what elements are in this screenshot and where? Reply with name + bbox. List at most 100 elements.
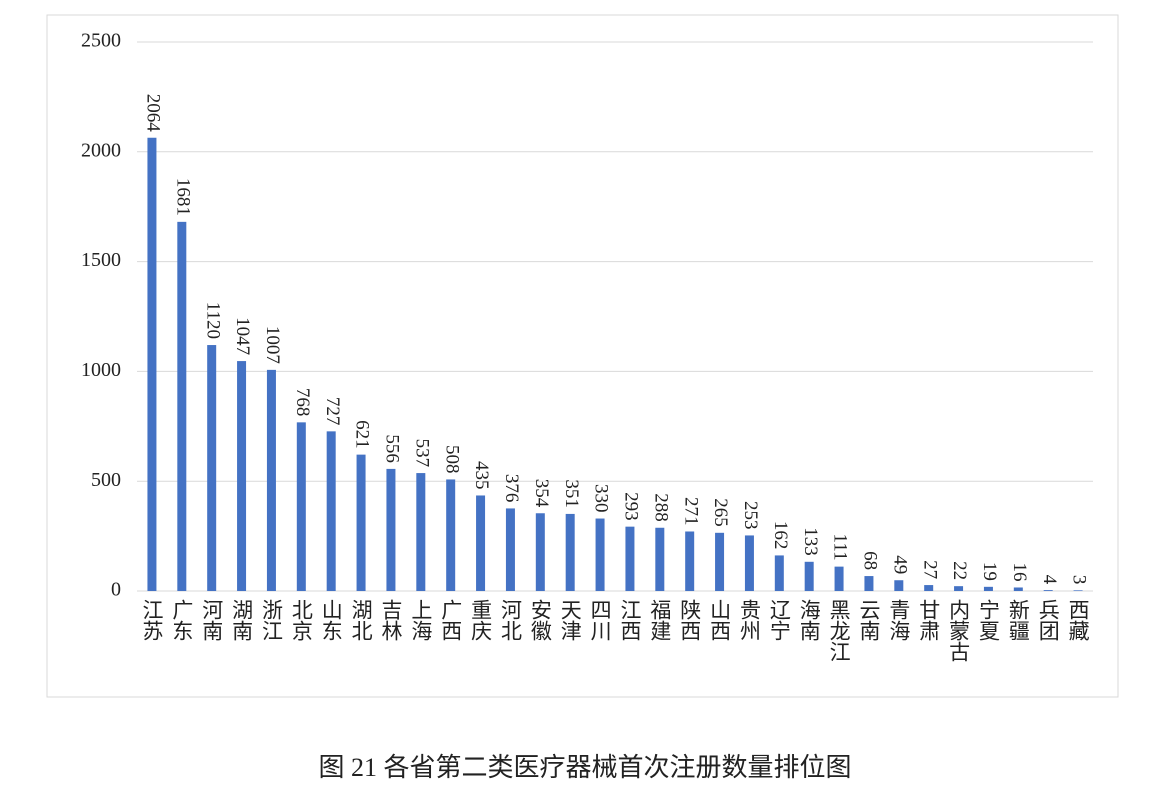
x-tick-label: 陕西 [678,599,702,641]
bar [1013,587,1023,591]
x-tick-label: 云南 [857,599,881,641]
x-tick-label: 吉林 [379,599,403,641]
data-label: 16 [1009,562,1030,581]
x-tick-label: 江西 [618,599,642,641]
data-label: 68 [860,551,881,570]
y-tick-label: 2000 [81,139,121,161]
bar [894,580,904,591]
bar [744,535,754,591]
data-label: 162 [770,521,791,550]
data-label: 265 [710,498,731,527]
y-tick-label: 500 [91,469,121,491]
data-label: 2064 [143,94,164,133]
data-label: 253 [740,501,761,530]
bar [655,527,665,591]
y-tick-label: 0 [111,579,121,601]
bar [416,473,426,591]
x-tick-label: 福建 [648,599,672,641]
bar [147,137,157,591]
y-tick-label: 1500 [81,249,121,271]
bar [505,508,515,591]
x-tick-label: 广西 [439,599,463,641]
x-tick-label: 北京 [289,599,313,641]
data-label: 354 [531,479,552,508]
x-tick-label: 甘肃 [917,599,941,641]
bar [237,361,247,591]
data-label: 537 [411,439,432,468]
x-tick-label: 天津 [558,599,582,641]
x-tick-label: 海南 [797,599,821,641]
x-tick-label: 河北 [498,599,522,641]
data-label: 376 [501,474,522,503]
x-tick-label: 贵州 [737,599,761,641]
bar [326,431,336,591]
bar [565,513,575,591]
data-label: 508 [441,445,462,474]
data-label: 49 [889,555,910,574]
x-tick-label: 宁夏 [976,599,1000,641]
bar [804,561,814,591]
bar [207,345,217,591]
data-label: 4 [1039,575,1060,585]
data-label: 621 [352,420,373,449]
bar [1043,590,1053,591]
bar [774,555,784,591]
bar [685,531,695,591]
x-tick-label: 湖南 [230,599,254,641]
x-tick-label: 辽宁 [767,599,791,641]
data-label: 351 [561,479,582,508]
data-label: 288 [650,493,671,522]
bar [356,454,366,591]
bar [1073,590,1083,591]
bar [446,479,456,591]
bar [386,468,396,591]
y-tick-label: 2500 [81,30,121,52]
data-label: 1120 [202,302,223,339]
x-tick-label: 安徽 [528,599,552,641]
chart-frame [46,14,1119,698]
x-tick-label: 上海 [409,599,433,641]
x-tick-label: 广东 [170,599,194,641]
bar [266,369,276,591]
bar [864,576,874,591]
x-tick-label: 河南 [200,599,224,641]
bar [476,495,486,591]
bar [983,586,993,591]
x-tick-label: 山西 [708,599,732,641]
x-tick-label: 黑龙江 [827,599,851,662]
x-tick-label: 内蒙古 [947,599,971,662]
y-tick-label: 1000 [81,359,121,381]
x-tick-label: 四川 [588,599,612,641]
data-label: 271 [680,497,701,526]
x-tick-label: 新疆 [1006,599,1030,641]
bar [535,513,545,591]
x-tick-label: 西藏 [1066,599,1090,641]
data-label: 435 [471,461,492,490]
data-label: 293 [621,492,642,521]
bar [954,586,964,591]
data-label: 768 [292,388,313,417]
data-label: 1007 [262,326,283,364]
data-label: 19 [979,562,1000,581]
bar [177,221,187,591]
data-label: 727 [322,397,343,426]
data-label: 1681 [172,178,193,216]
x-tick-label: 江苏 [140,599,164,641]
bar [296,422,306,591]
data-label: 1047 [232,317,253,355]
data-label: 133 [800,527,821,556]
data-label: 3 [1069,575,1090,585]
bar [924,585,934,591]
chart-title: 图 21 各省第二类医疗器械首次注册数量排位图 [318,753,851,782]
x-tick-label: 山东 [319,599,343,641]
bar [834,566,844,591]
bar [625,526,635,591]
data-label: 330 [591,484,612,513]
data-label: 556 [382,434,403,463]
data-label: 111 [830,534,851,561]
data-label: 27 [919,560,940,579]
bar [715,532,725,591]
x-tick-label: 青海 [887,599,911,641]
x-tick-label: 兵团 [1036,599,1060,641]
